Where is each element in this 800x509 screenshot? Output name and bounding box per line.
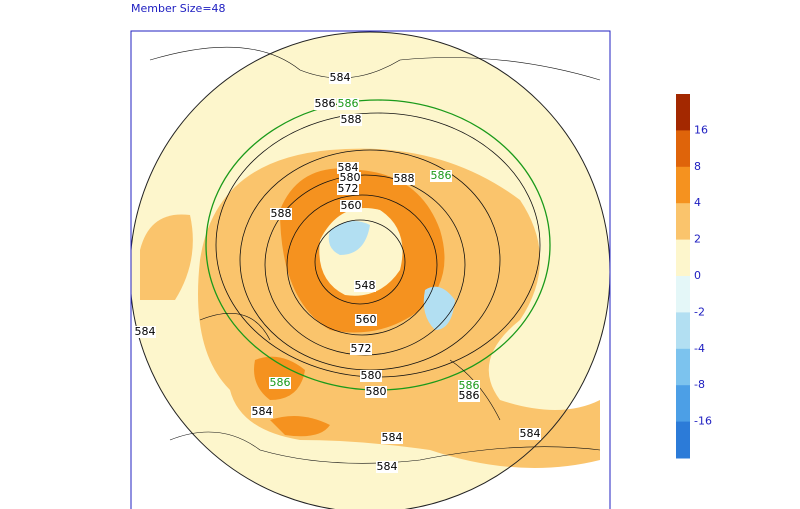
colorbar-tick-label: 4 (694, 196, 701, 209)
anomaly-region (423, 286, 455, 330)
label-box (519, 428, 541, 440)
contour-label: 584 (330, 71, 351, 84)
contour-line (314, 219, 406, 305)
contour-label: 586 (338, 97, 359, 110)
contour-line (286, 194, 438, 336)
contour-label: 584 (135, 325, 156, 338)
contour-label: 572 (351, 342, 372, 355)
contour-label: 572 (338, 182, 359, 195)
label-box (269, 377, 291, 389)
label-box (337, 98, 359, 110)
contour-label: 586 (270, 376, 291, 389)
label-box (314, 98, 336, 110)
contour-label: 588 (271, 207, 292, 220)
label-box (381, 432, 403, 444)
colorbar-swatch (676, 348, 690, 386)
contour-label: 586 (431, 169, 452, 182)
contour-label: 560 (341, 199, 362, 212)
label-box (340, 200, 362, 212)
coastline (149, 46, 601, 464)
label-box (355, 314, 377, 326)
contour-label: 584 (377, 460, 398, 473)
contour-label: 584 (520, 427, 541, 440)
colorbar-tick-label: -4 (694, 342, 705, 355)
contour-label: 584 (382, 431, 403, 444)
contour-label: 580 (366, 385, 387, 398)
label-box (337, 183, 359, 195)
contour-label: 586 (459, 389, 480, 402)
contour-label: 560 (356, 313, 377, 326)
frame (130, 30, 611, 509)
colorbar-tick-label: -2 (694, 305, 705, 318)
contour-label: 580 (361, 369, 382, 382)
colorbar-tick-label: -8 (694, 378, 705, 391)
colorbar-tick-label: 0 (694, 269, 701, 282)
label-box (430, 170, 452, 182)
anomaly-region (270, 416, 330, 437)
contour-label: 586 (459, 379, 480, 392)
colorbar-swatch (676, 421, 690, 459)
colorbar-swatch (676, 239, 690, 277)
colorbar-tick-label: 16 (694, 123, 708, 136)
label-box (340, 114, 362, 126)
label-box (365, 386, 387, 398)
label-box (339, 172, 361, 184)
colorbar-swatch (676, 312, 690, 350)
colorbar: 16 8 4 2 0 -2 -4 -8 -16 (676, 94, 712, 459)
label-box (251, 406, 273, 418)
contour-label: 548 (355, 279, 376, 292)
label-box (134, 326, 156, 338)
label-box (329, 72, 351, 84)
label-box (376, 461, 398, 473)
colorbar-swatch (676, 130, 690, 168)
label-box (270, 208, 292, 220)
label-box (360, 370, 382, 382)
label-box (393, 173, 415, 185)
contour-label: 588 (394, 172, 415, 185)
contour-label: 580 (340, 171, 361, 184)
label-box (354, 280, 376, 292)
contour-label: 588 (341, 113, 362, 126)
colorbar-swatch (676, 94, 690, 131)
map (131, 31, 610, 509)
label-box (458, 390, 480, 402)
label-box (458, 380, 480, 392)
anomaly-region (140, 214, 193, 300)
colorbar-swatch (676, 276, 690, 313)
colorbar-tick-label: -16 (694, 415, 712, 428)
map-edge (131, 31, 610, 509)
title: Member Size=48 (131, 2, 226, 15)
colorbar-swatch (676, 166, 690, 204)
label-box (337, 162, 359, 174)
anomaly-region (328, 221, 370, 255)
colorbar-tick-label: 8 (694, 160, 701, 173)
contour-label: 584 (338, 161, 359, 174)
colorbar-swatch (676, 203, 690, 241)
contour-label: 586 (315, 97, 336, 110)
contour-label: 584 (252, 405, 273, 418)
label-box (350, 343, 372, 355)
colorbar-swatch (676, 385, 690, 423)
colorbar-tick-label: 2 (694, 233, 701, 246)
